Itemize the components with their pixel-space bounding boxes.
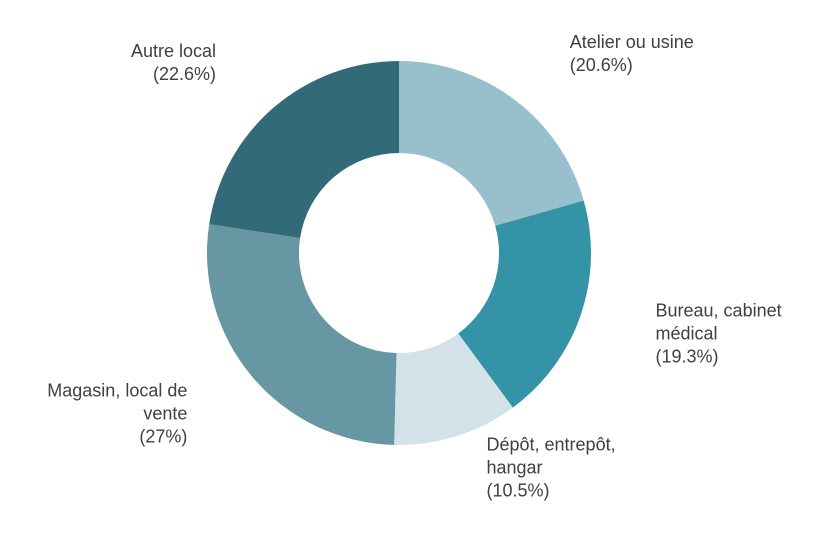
- donut-slice: [209, 61, 399, 238]
- donut-slice: [207, 224, 397, 445]
- slice-label: Magasin, local de vente (27%): [12, 379, 187, 448]
- value-label: (27%): [139, 426, 188, 447]
- slice-label: Atelier ou usine (20.6%): [570, 31, 745, 77]
- value-label: (22.6%): [153, 64, 217, 85]
- category-label: Autre local: [130, 41, 217, 62]
- category-label: Magasin, local de vente: [47, 380, 188, 424]
- donut-slice: [394, 333, 513, 445]
- category-label: Atelier ou usine: [569, 31, 694, 52]
- slice-label: Dépôt, entrepôt, hangar (10.5%): [487, 433, 662, 502]
- value-label: (19.3%): [655, 346, 719, 367]
- value-label: (20.6%): [569, 54, 633, 75]
- category-label: Bureau, cabinet médical: [655, 300, 782, 344]
- slice-label: Bureau, cabinet médical (19.3%): [656, 299, 824, 368]
- value-label: (10.5%): [486, 480, 550, 501]
- slice-label: Autre local (22.6%): [41, 40, 216, 86]
- category-label: Dépôt, entrepôt, hangar: [486, 434, 616, 478]
- donut-slice: [399, 61, 584, 226]
- donut-slice: [458, 200, 591, 408]
